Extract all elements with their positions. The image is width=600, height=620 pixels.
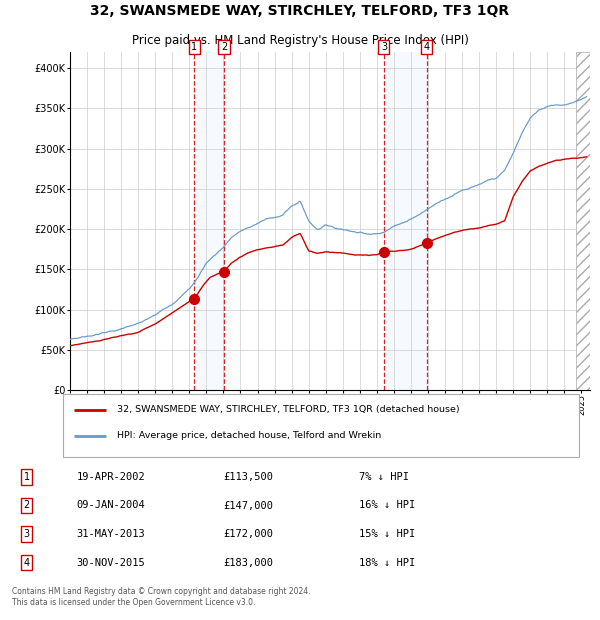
Text: 4: 4 xyxy=(23,558,29,568)
Text: Price paid vs. HM Land Registry's House Price Index (HPI): Price paid vs. HM Land Registry's House … xyxy=(131,34,469,47)
Text: 15% ↓ HPI: 15% ↓ HPI xyxy=(359,529,415,539)
Text: 1: 1 xyxy=(191,42,197,52)
Bar xyxy=(577,52,593,390)
Bar xyxy=(384,52,427,390)
Text: £183,000: £183,000 xyxy=(224,558,274,568)
Bar xyxy=(194,52,224,390)
Text: 1: 1 xyxy=(23,472,29,482)
Text: 18% ↓ HPI: 18% ↓ HPI xyxy=(359,558,415,568)
Text: £172,000: £172,000 xyxy=(224,529,274,539)
Text: 32, SWANSMEDE WAY, STIRCHLEY, TELFORD, TF3 1QR: 32, SWANSMEDE WAY, STIRCHLEY, TELFORD, T… xyxy=(91,4,509,19)
Text: £113,500: £113,500 xyxy=(224,472,274,482)
Text: 2: 2 xyxy=(221,42,227,52)
Text: 09-JAN-2004: 09-JAN-2004 xyxy=(77,500,145,510)
Text: 30-NOV-2015: 30-NOV-2015 xyxy=(77,558,145,568)
Text: 7% ↓ HPI: 7% ↓ HPI xyxy=(359,472,409,482)
Text: 2: 2 xyxy=(23,500,30,510)
Text: 3: 3 xyxy=(381,42,387,52)
FancyBboxPatch shape xyxy=(64,394,580,456)
Text: 16% ↓ HPI: 16% ↓ HPI xyxy=(359,500,415,510)
Text: £147,000: £147,000 xyxy=(224,500,274,510)
Text: 4: 4 xyxy=(424,42,430,52)
Text: Contains HM Land Registry data © Crown copyright and database right 2024.
This d: Contains HM Land Registry data © Crown c… xyxy=(12,587,310,607)
Text: 32, SWANSMEDE WAY, STIRCHLEY, TELFORD, TF3 1QR (detached house): 32, SWANSMEDE WAY, STIRCHLEY, TELFORD, T… xyxy=(116,405,459,414)
Text: HPI: Average price, detached house, Telford and Wrekin: HPI: Average price, detached house, Telf… xyxy=(116,431,381,440)
Text: 31-MAY-2013: 31-MAY-2013 xyxy=(77,529,145,539)
Text: 3: 3 xyxy=(23,529,29,539)
Text: 19-APR-2002: 19-APR-2002 xyxy=(77,472,145,482)
